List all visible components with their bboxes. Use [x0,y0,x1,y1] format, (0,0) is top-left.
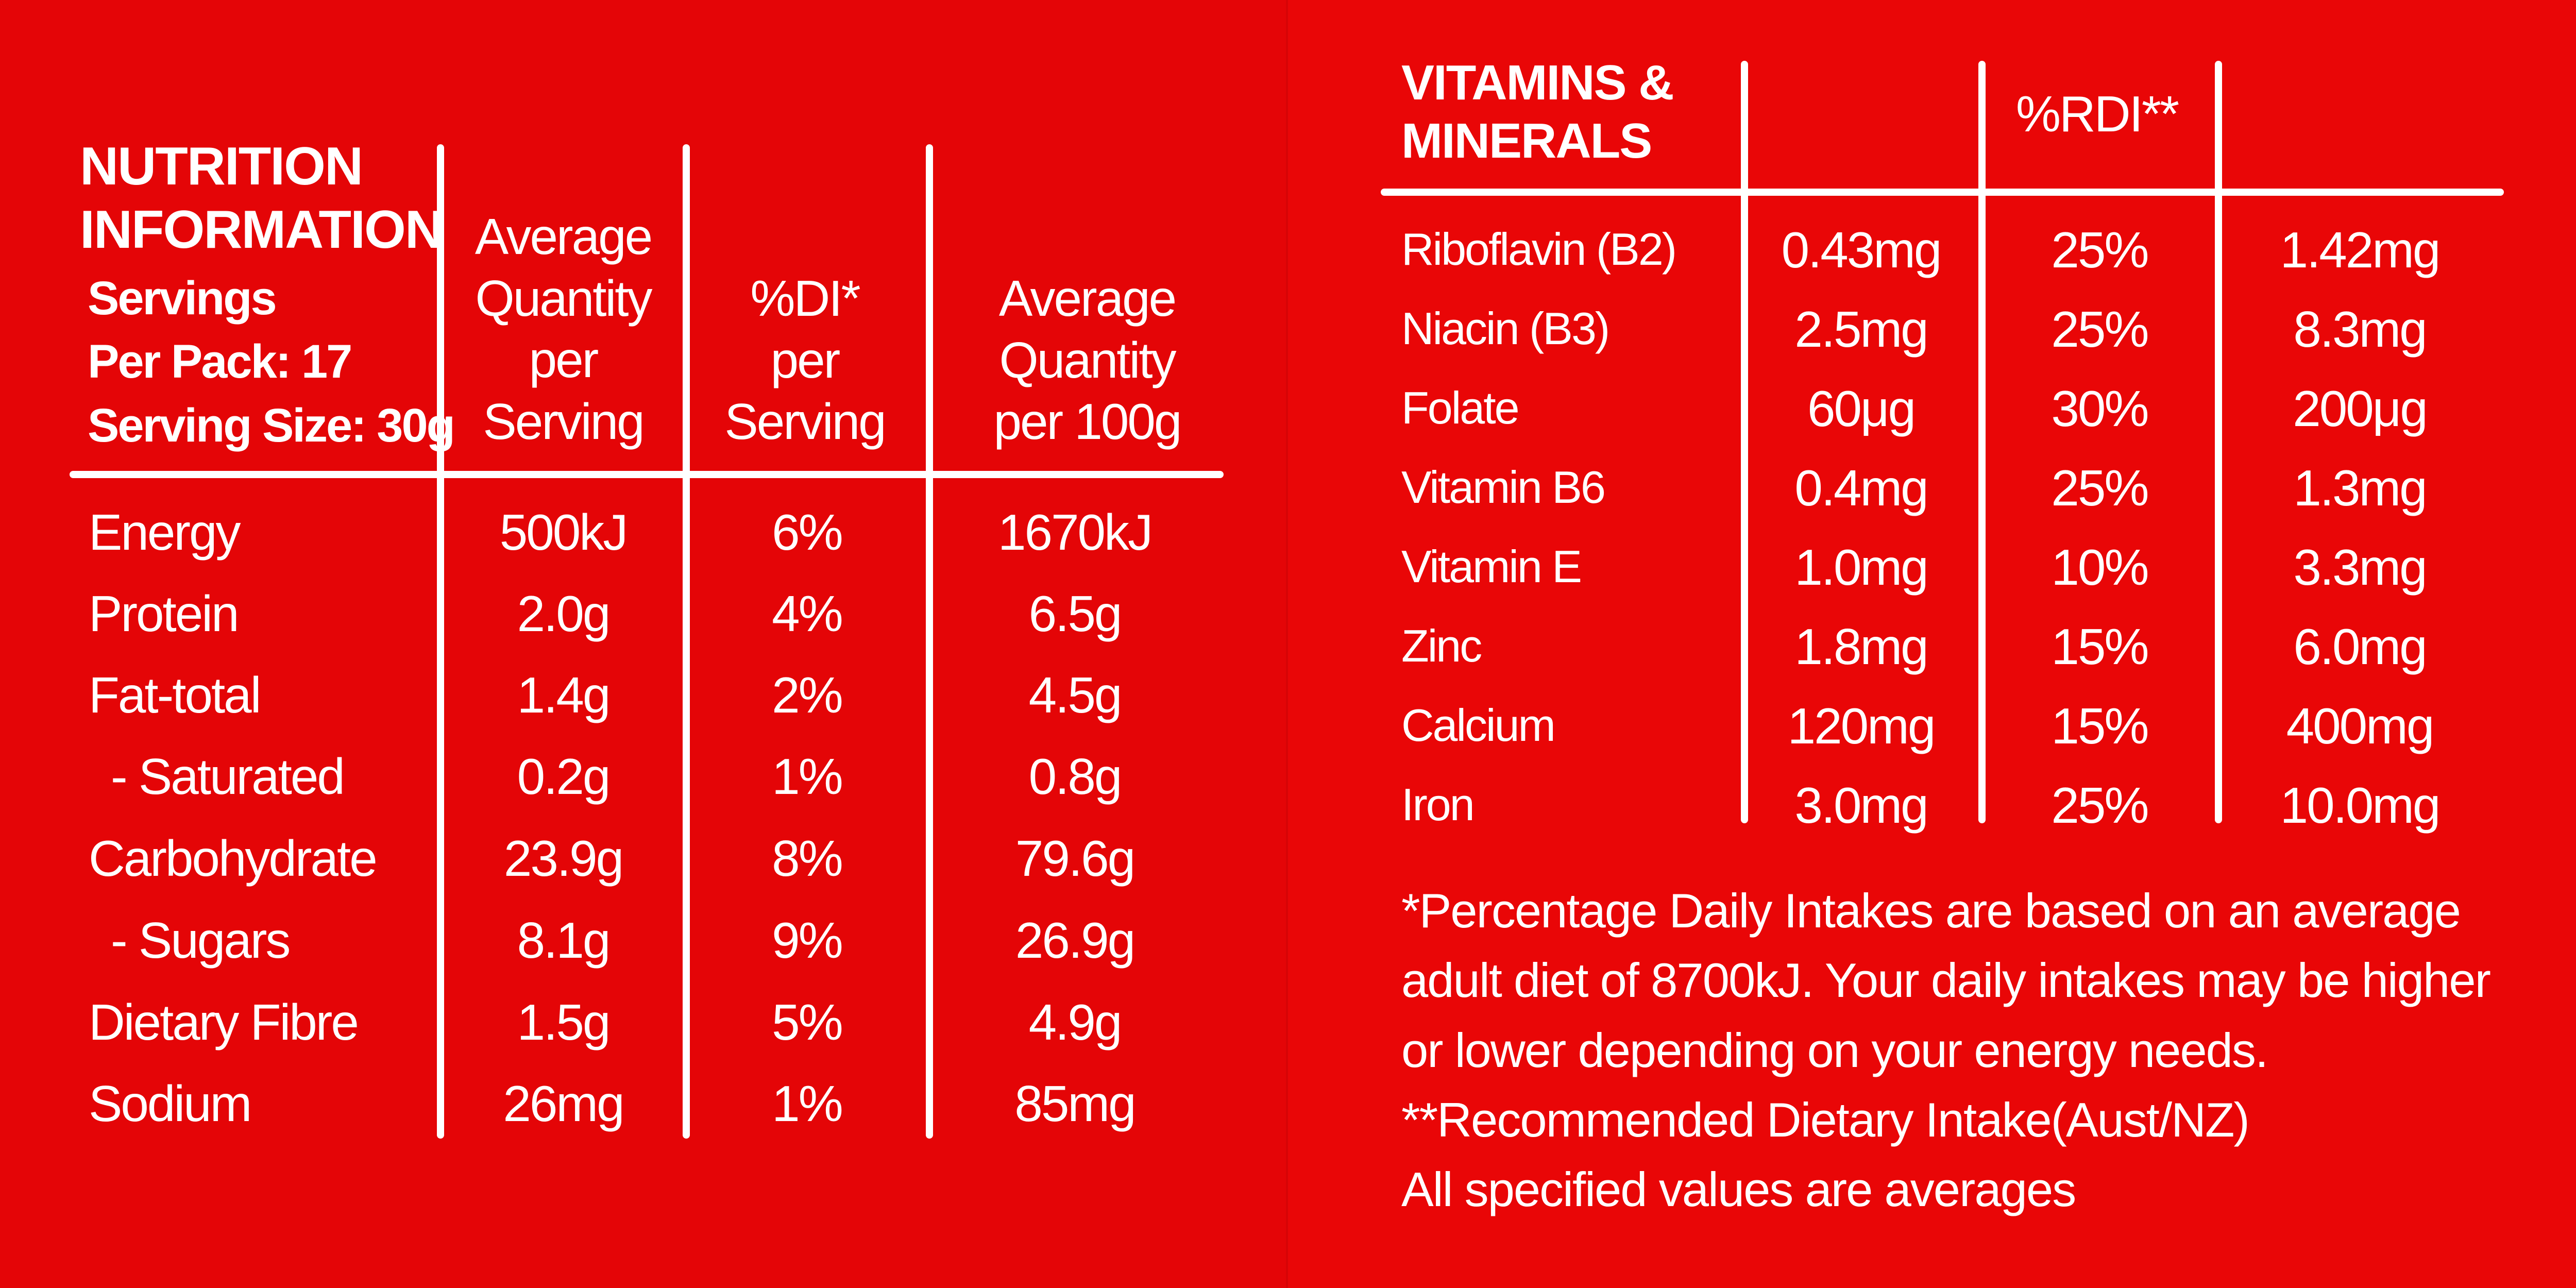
nutrient-per-serving: 23.9g [503,830,624,887]
vitamin-rdi: 25% [2051,460,2149,516]
nutrient-per-serving: 26mg [503,1075,624,1132]
vitamin-per-100g: 6.0mg [2293,618,2427,675]
nutrient-di: 1% [772,1075,843,1132]
vitamins-column-divider-1 [1741,61,1748,823]
vitamin-name: Iron [1401,779,1475,830]
nutrient-di: 2% [772,667,843,723]
nutrient-name: Protein [89,585,240,642]
footnote-diet: adult diet of 8700kJ. Your daily intakes… [1401,953,2491,1008]
nutrient-di: 9% [772,912,843,969]
nutrition-column-divider-3 [926,144,933,1139]
col-header-avg-100g: Average Quantity per 100g [993,270,1182,450]
col-header-rdi: %RDI** [2015,86,2179,142]
vitamins-column-divider-2 [1978,61,1986,823]
nutrient-name: Fat-total [89,667,261,723]
nutrient-per-100g: 4.9g [1028,994,1123,1050]
vitamin-per-serving: 120mg [1787,698,1936,754]
nutrient-name: - Saturated [111,748,345,805]
nutrient-per-100g: 0.8g [1028,748,1123,805]
nutrition-column-divider-2 [683,144,690,1139]
vitamin-name: Calcium [1401,700,1556,751]
vitamin-rdi: 30% [2051,380,2149,437]
vitamins-title: VITAMINS & MINERALS [1401,54,1674,171]
footnote-rdi: **Recommended Dietary Intake(Aust/NZ) [1401,1093,2250,1147]
nutrition-title: NUTRITION INFORMATION [80,135,444,261]
footnote-averages: All specified values are averages [1401,1162,2076,1217]
nutrient-di: 5% [772,994,843,1050]
nutrition-panel: NUTRITION INFORMATION Servings Per Pack:… [70,135,1224,1139]
vitamin-per-100g: 1.42mg [2280,222,2441,278]
nutrition-title-line2: INFORMATION [80,199,444,260]
col-header-avg-serving: Average Quantity per Serving [474,208,653,450]
vitamin-name: Riboflavin (B2) [1401,224,1677,275]
serving-size: Serving Size: 30g [88,399,455,452]
vitamin-name: Vitamin E [1401,541,1582,592]
vitamin-rdi: 15% [2051,618,2149,675]
vitamin-per-100g: 200μg [2293,380,2428,437]
vitamin-rdi: 25% [2051,301,2149,358]
nutrient-per-serving: 2.0g [517,585,611,642]
nutrient-per-serving: 8.1g [517,912,611,969]
vitamin-name: Zinc [1401,620,1482,671]
nutrient-name: Dietary Fibre [89,994,359,1050]
vitamin-per-serving: 1.8mg [1794,618,1928,675]
vitamin-name: Vitamin B6 [1401,462,1606,513]
nutrient-di: 6% [772,504,843,561]
footnote-energy: or lower depending on your energy needs. [1401,1023,2268,1077]
footnote-di: *Percentage Daily Intakes are based on a… [1401,884,2461,938]
vitamin-per-100g: 10.0mg [2280,777,2441,834]
vitamins-column-divider-3 [2215,61,2222,823]
vitamin-per-100g: 400mg [2286,698,2435,754]
vitamin-per-100g: 3.3mg [2293,539,2427,596]
nutrient-di: 1% [772,748,843,805]
nutrient-per-100g: 6.5g [1028,585,1123,642]
vitamins-title-line2: MINERALS [1401,113,1652,169]
nutrient-per-serving: 500kJ [499,504,629,561]
vitamin-per-100g: 1.3mg [2293,460,2427,516]
nutrient-per-100g: 4.5g [1028,667,1123,723]
vitamins-title-line1: VITAMINS & [1401,55,1674,110]
nutrient-per-serving: 1.4g [517,667,611,723]
vitamin-per-serving: 1.0mg [1794,539,1928,596]
nutrient-per-100g: 26.9g [1015,912,1136,969]
nutrient-per-100g: 79.6g [1015,830,1136,887]
servings-per-pack: Per Pack: 17 [88,335,352,388]
vitamin-rdi: 25% [2051,777,2149,834]
vitamins-header-rule [1381,189,2504,196]
nutrition-header-rule [70,471,1224,478]
nutrition-title-line1: NUTRITION [80,137,363,196]
vitamin-per-serving: 0.43mg [1781,222,1942,278]
vitamin-name: Niacin (B3) [1401,303,1610,354]
nutrient-per-serving: 1.5g [517,994,611,1050]
nutrition-column-divider-1 [437,144,444,1139]
vitamin-rdi: 10% [2051,539,2149,596]
vitamin-name: Folate [1401,382,1520,433]
vitamin-per-serving: 3.0mg [1794,777,1928,834]
nutrient-per-100g: 85mg [1014,1075,1136,1132]
vitamin-rdi: 15% [2051,698,2149,754]
servings-info: Servings Per Pack: 17 Serving Size: 30g [88,267,455,457]
nutrient-name: Sodium [89,1075,252,1132]
vitamin-rdi: 25% [2051,222,2149,278]
vitamin-per-serving: 60μg [1807,380,1916,437]
nutrient-name: Carbohydrate [89,830,378,887]
nutrient-di: 8% [772,830,843,887]
col-header-di: %DI* per Serving [724,270,886,450]
vitamins-panel: VITAMINS & MINERALS %RDI** Riboflavin (B… [1288,0,2576,1288]
nutrient-di: 4% [772,585,843,642]
footnotes: *Percentage Daily Intakes are based on a… [1401,876,2555,1225]
vitamin-per-serving: 0.4mg [1794,460,1928,516]
nutrient-per-100g: 1670kJ [997,504,1153,561]
nutrient-per-serving: 0.2g [517,748,611,805]
nutrient-name: Energy [89,504,241,561]
servings-label: Servings [88,272,277,325]
nutrient-name: - Sugars [111,912,291,969]
vitamin-per-serving: 2.5mg [1794,301,1928,358]
vitamin-per-100g: 8.3mg [2293,301,2427,358]
